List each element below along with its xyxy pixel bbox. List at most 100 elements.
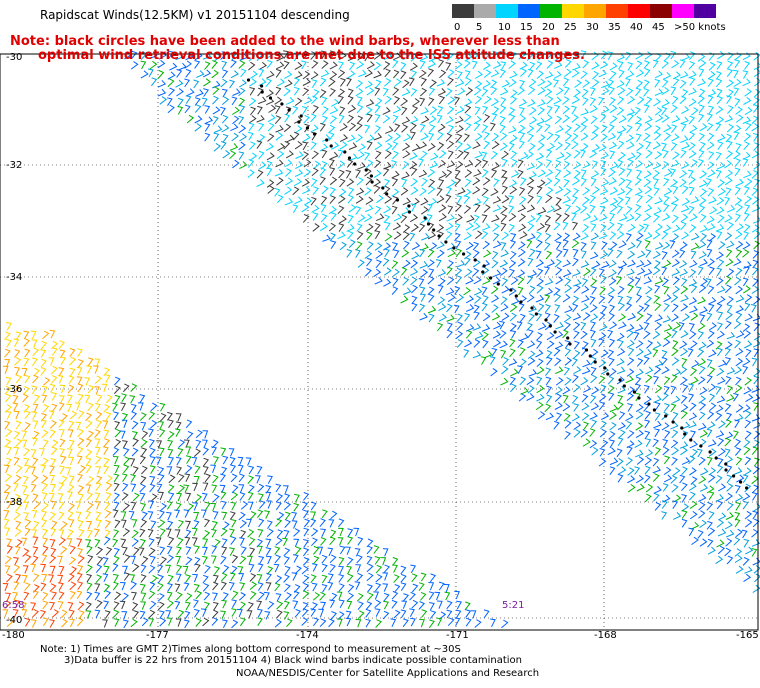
wind-barb <box>582 438 591 447</box>
wind-barb <box>481 151 488 161</box>
wind-barb <box>598 312 606 321</box>
wind-barb <box>339 141 348 150</box>
wind-barb <box>654 88 664 96</box>
wind-barb <box>490 122 496 132</box>
wind-barb <box>742 557 750 566</box>
wind-barb <box>493 339 502 348</box>
wind-barb <box>501 150 509 159</box>
wind-barb <box>617 159 624 169</box>
wind-barb <box>742 365 749 375</box>
wind-barb <box>373 169 382 179</box>
wind-barb <box>428 313 435 323</box>
wind-barb <box>274 168 284 177</box>
wind-barb <box>41 419 47 429</box>
wind-barb <box>94 455 102 465</box>
wind-barb <box>60 545 68 555</box>
wind-barb <box>690 284 698 294</box>
wind-barb <box>159 546 166 556</box>
wind-barb <box>483 249 492 258</box>
wind-barb <box>742 404 751 413</box>
wind-barb <box>698 132 705 142</box>
wind-barb <box>499 330 507 339</box>
wind-barb <box>618 167 626 176</box>
wind-barb <box>130 50 138 60</box>
wind-barb <box>724 196 731 206</box>
wind-barb <box>329 195 337 204</box>
wind-barb <box>13 456 20 466</box>
wind-barb <box>745 393 754 403</box>
quality-flag-circle <box>343 150 347 154</box>
wind-barb <box>24 348 31 358</box>
wind-barb <box>131 602 139 611</box>
wind-barb <box>744 61 751 70</box>
quality-flag-circle <box>407 210 411 214</box>
wind-barb <box>743 285 751 294</box>
wind-barb <box>437 123 446 132</box>
wind-barb <box>618 411 626 420</box>
wind-barb <box>744 178 753 187</box>
wind-barb <box>401 600 408 609</box>
wind-barb <box>302 602 309 611</box>
wind-barb <box>697 330 705 340</box>
quality-flag-circle <box>683 432 687 436</box>
wind-barb <box>60 475 68 485</box>
wind-barb <box>51 446 58 456</box>
wind-barb <box>537 78 546 87</box>
wind-barb <box>383 214 391 224</box>
wind-barb <box>175 413 182 422</box>
wind-barb <box>222 592 229 601</box>
wind-barb <box>492 223 500 232</box>
wind-barb <box>625 413 634 422</box>
wind-barb <box>283 140 291 150</box>
wind-barb <box>77 485 85 494</box>
wind-barb <box>346 556 354 566</box>
wind-barb <box>112 509 119 518</box>
wind-barb <box>22 485 28 494</box>
wind-barb <box>536 332 543 341</box>
wind-barb <box>662 315 672 323</box>
wind-barb <box>455 275 463 285</box>
wind-barb <box>616 332 625 341</box>
wind-barb <box>275 537 283 546</box>
wind-barb <box>230 59 237 69</box>
wind-barb <box>546 394 553 404</box>
wind-barb <box>473 214 480 224</box>
wind-barb <box>230 501 237 511</box>
wind-barb <box>661 411 669 421</box>
wind-barb <box>213 132 220 142</box>
map-title: Rapidscat Winds(12.5KM) v1 20151104 desc… <box>40 8 350 22</box>
wind-barb <box>32 573 40 582</box>
wind-barb <box>429 573 437 583</box>
wind-barb <box>230 70 239 79</box>
colorbar-tick-label: 40 <box>630 22 643 33</box>
wind-barb <box>544 123 551 133</box>
wind-barb <box>652 231 661 240</box>
wind-barb <box>357 610 365 619</box>
wind-barb <box>330 611 338 620</box>
wind-barb <box>167 582 174 592</box>
wind-barb <box>752 439 760 449</box>
wind-barb <box>94 358 101 367</box>
wind-barb <box>42 404 50 413</box>
wind-barb <box>391 599 398 609</box>
wind-barb <box>500 51 506 60</box>
wind-barb <box>192 502 199 511</box>
wind-barb <box>753 161 760 170</box>
wind-barb <box>375 564 383 574</box>
wind-barb <box>293 528 301 537</box>
wind-barb <box>618 339 624 349</box>
wind-barb <box>580 241 587 251</box>
wind-barb <box>580 70 588 80</box>
wind-barb <box>403 287 412 295</box>
wind-barb <box>77 581 84 590</box>
wind-barb <box>159 412 167 422</box>
wind-barb <box>202 617 210 627</box>
quality-flag-circle <box>452 246 456 250</box>
wind-barb <box>339 241 347 251</box>
wind-barb <box>40 358 47 368</box>
wind-barb <box>681 106 690 114</box>
wind-barb <box>644 115 653 124</box>
wind-barb <box>580 303 589 312</box>
wind-barb <box>212 95 219 105</box>
wind-barb <box>364 80 373 89</box>
